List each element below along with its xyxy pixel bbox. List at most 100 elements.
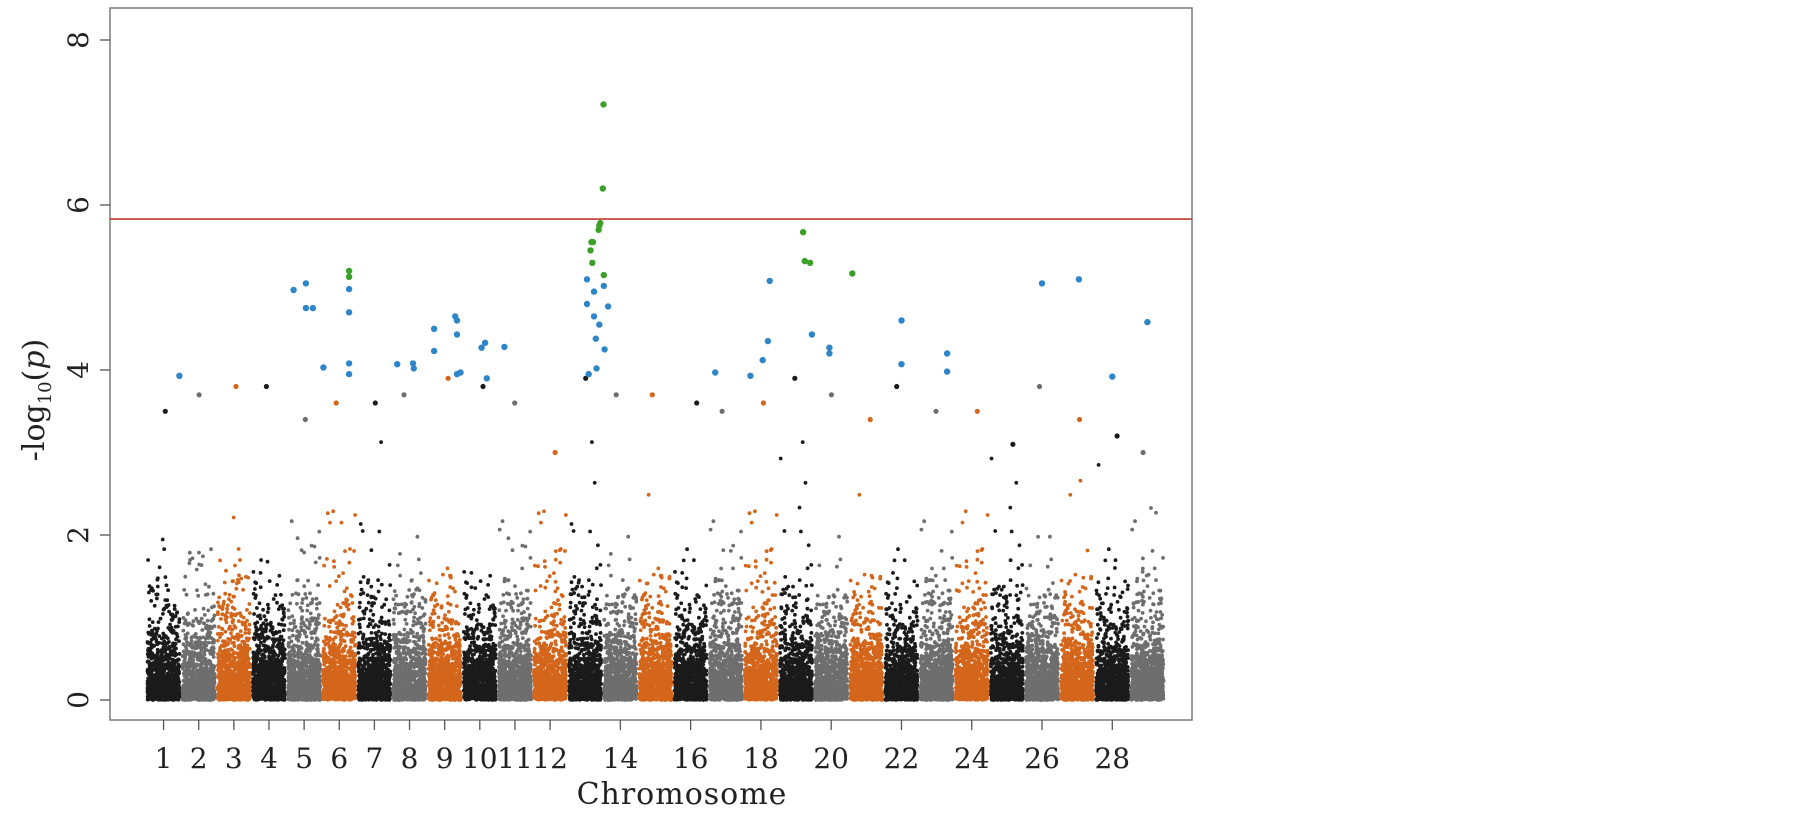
snp-point <box>194 683 198 687</box>
snp-point <box>172 660 176 664</box>
snp-point <box>237 619 241 623</box>
snp-point <box>303 679 307 683</box>
snp-point <box>293 625 297 629</box>
snp-point <box>150 679 154 683</box>
snp-point <box>303 630 307 634</box>
snp-point <box>151 620 155 624</box>
snp-point <box>205 633 209 637</box>
snp-point <box>265 622 269 626</box>
snp-point <box>164 690 168 694</box>
snp-point <box>170 676 174 680</box>
snp-point <box>258 678 262 682</box>
snp-point <box>252 570 256 574</box>
snp-point <box>209 547 213 551</box>
chromosome-peak-point <box>197 392 202 397</box>
snp-point <box>259 660 263 664</box>
snp-point <box>146 558 150 562</box>
snp-point <box>166 636 170 640</box>
snp-point <box>252 636 256 640</box>
snp-point <box>306 604 310 608</box>
snp-point <box>239 614 243 618</box>
snp-point <box>296 698 300 702</box>
snp-point <box>322 624 326 628</box>
snp-point <box>313 670 317 674</box>
snp-point <box>173 604 177 608</box>
snp-point <box>259 585 263 589</box>
snp-point <box>314 653 318 657</box>
snp-point <box>237 644 241 648</box>
snp-point <box>161 632 165 636</box>
snp-point <box>194 695 198 699</box>
snp-point <box>256 689 260 693</box>
snp-point <box>281 694 285 698</box>
snp-point <box>189 680 193 684</box>
snp-point <box>277 622 281 626</box>
snp-point <box>287 641 291 645</box>
snp-point <box>287 693 291 697</box>
snp-point <box>268 659 272 663</box>
snp-point <box>246 644 250 648</box>
snp-point <box>173 607 177 611</box>
snp-point <box>185 668 189 672</box>
snp-point <box>258 601 262 605</box>
snp-point <box>306 579 310 583</box>
snp-point <box>183 575 187 579</box>
snp-point <box>185 593 189 597</box>
snp-point <box>210 606 214 610</box>
snp-point <box>287 608 291 612</box>
snp-point <box>207 641 211 645</box>
snp-point <box>312 689 316 693</box>
snp-point <box>157 620 161 624</box>
snp-point <box>163 683 167 687</box>
snp-point <box>220 681 224 685</box>
snp-point <box>197 551 201 555</box>
snp-point <box>151 589 155 593</box>
snp-point <box>252 612 256 616</box>
snp-point <box>197 563 201 567</box>
snp-point <box>167 693 171 697</box>
snp-point <box>155 679 159 683</box>
snp-point <box>248 623 252 627</box>
snp-point <box>184 653 188 657</box>
snp-point <box>169 649 173 653</box>
snp-point <box>295 629 299 633</box>
snp-point <box>200 628 204 632</box>
snp-point <box>259 649 263 653</box>
snp-point <box>221 607 225 611</box>
snp-point <box>283 653 287 657</box>
snp-point <box>309 680 313 684</box>
snp-point <box>273 653 277 657</box>
snp-point <box>205 687 209 691</box>
snp-point <box>183 622 187 626</box>
snp-point <box>162 641 166 645</box>
snp-point <box>282 607 286 611</box>
snp-point <box>263 677 267 681</box>
snp-point <box>165 598 169 602</box>
snp-point <box>309 612 313 616</box>
snp-point <box>147 672 151 676</box>
snp-point <box>247 628 251 632</box>
snp-point <box>233 564 237 568</box>
snp-point <box>146 631 150 635</box>
snp-point <box>220 644 224 648</box>
snp-point <box>296 536 300 540</box>
snp-point <box>217 685 221 689</box>
snp-point <box>282 628 286 632</box>
snp-point <box>343 590 347 594</box>
snp-point <box>276 654 280 658</box>
snp-point <box>263 648 267 652</box>
snp-point <box>267 669 271 673</box>
snp-point <box>261 635 265 639</box>
snp-point <box>287 645 291 649</box>
snp-point <box>162 663 166 667</box>
snp-point <box>318 679 322 683</box>
snp-point <box>161 538 165 542</box>
snp-point <box>173 646 177 650</box>
snp-point <box>298 633 302 637</box>
snp-point <box>234 587 238 591</box>
snp-point <box>274 593 278 597</box>
snp-point <box>248 611 252 615</box>
snp-point <box>292 619 296 623</box>
snp-point <box>282 615 286 619</box>
snp-point <box>282 611 286 615</box>
